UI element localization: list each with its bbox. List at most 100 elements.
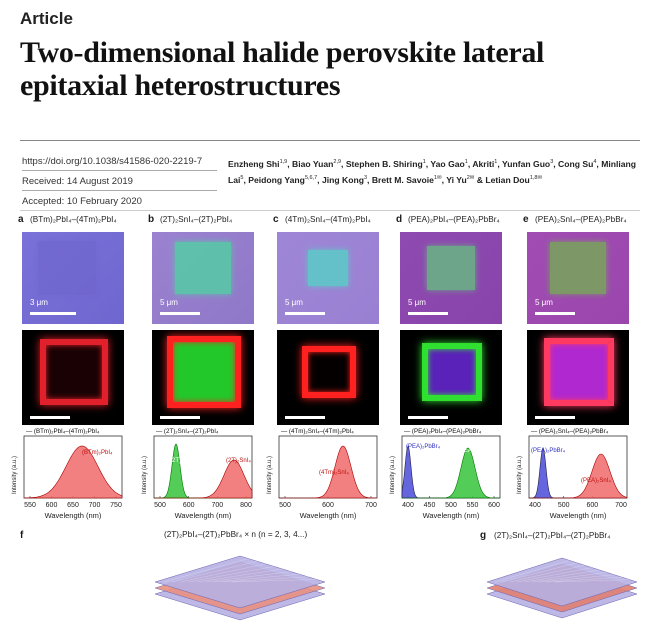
peak-label: (BTm)₂PbI₄ bbox=[82, 450, 113, 456]
scale-bar-label: 5 μm bbox=[160, 298, 178, 307]
y-axis-label: Intensity (a.u.) bbox=[12, 456, 18, 494]
scale-bar bbox=[285, 416, 325, 419]
lattice-line bbox=[539, 574, 615, 583]
y-axis-label: Intensity (a.u.) bbox=[142, 456, 148, 494]
lattice-line bbox=[509, 565, 585, 583]
author-affiliation: 1 bbox=[464, 159, 468, 165]
article-kicker: Article bbox=[20, 9, 73, 28]
author-name[interactable]: Cong Su4 bbox=[558, 158, 597, 169]
author-affiliation: 1,9 bbox=[279, 159, 288, 165]
author-name[interactable]: Brett M. Savoie1✉ bbox=[371, 174, 442, 185]
x-tick-label: 700 bbox=[89, 502, 101, 509]
crystal-domain bbox=[38, 241, 96, 295]
author-name[interactable]: Stephen B. Shiring1 bbox=[345, 158, 426, 169]
legend-entry: — (2T)₂SnI₄–(2T)₂PbI₄ bbox=[156, 428, 219, 435]
author-name[interactable]: Jing Kong3 bbox=[321, 174, 368, 185]
panel-title: (BTm)₂PbI₄–(4Tm)₂PbI₄ bbox=[30, 215, 117, 224]
crystal-domain bbox=[550, 242, 606, 294]
peak-label: (2T)₂PbI₄ bbox=[170, 458, 195, 464]
pl-image bbox=[22, 330, 124, 425]
lattice-layer bbox=[486, 557, 638, 607]
panel-label: f bbox=[20, 530, 24, 541]
author-affiliation: 1 bbox=[422, 159, 426, 165]
x-tick-label: 700 bbox=[211, 502, 223, 509]
figure-rule bbox=[20, 210, 640, 211]
author-affiliation: 1✉ bbox=[433, 174, 442, 181]
pl-image bbox=[400, 330, 502, 425]
author-name[interactable]: Yunfan Guo3 bbox=[501, 158, 554, 169]
pl-spectrum-plot: Intensity (a.u.) Wavelength (nm) 400 500 600… bbox=[517, 428, 628, 520]
author-name[interactable]: Yi Yu2✉ bbox=[446, 174, 475, 185]
optical-micrograph: 5 μm bbox=[527, 232, 629, 324]
panel-title: (2T)₂SnI₄–(2T)₂PbI₄ bbox=[160, 215, 233, 224]
panel-label: b bbox=[148, 214, 155, 225]
x-tick-label: 750 bbox=[110, 502, 122, 509]
optical-micrograph: 5 μm bbox=[400, 232, 502, 324]
legend-entry: — (4Tm)₂SnI₄–(4Tm)₂PbI₄ bbox=[281, 428, 354, 435]
crystal-domain bbox=[175, 242, 231, 294]
legend-entry: — (PEA)₂SnI₄–(PEA)₂PbBr₄ bbox=[531, 428, 609, 435]
lattice-line bbox=[205, 571, 292, 583]
scale-bar bbox=[30, 416, 70, 419]
doi-link[interactable]: https://doi.org/10.1038/s41586-020-2219-… bbox=[22, 156, 203, 167]
pl-emission-ring bbox=[544, 337, 614, 406]
y-axis-label: Intensity (a.u.) bbox=[517, 456, 523, 494]
lattice-line bbox=[222, 576, 309, 583]
peak-label: (2T)₂SnI₄ bbox=[226, 458, 251, 464]
scale-bar bbox=[535, 416, 575, 419]
peak-label: (PEA)₂PbBr₄ bbox=[406, 444, 441, 450]
lattice-line bbox=[197, 568, 283, 583]
x-tick-label: 700 bbox=[615, 502, 627, 509]
optical-micrograph: 5 μm bbox=[277, 232, 379, 324]
scale-bar-label: 5 μm bbox=[285, 298, 303, 307]
panel-title: (PEA)₂SnI₄–(PEA)₂PbBr₄ bbox=[535, 215, 627, 224]
header-rule bbox=[20, 140, 640, 141]
author-affiliation: 4 bbox=[593, 159, 597, 165]
panel-title: (4Tm)₂SnI₄–(4Tm)₂PbI₄ bbox=[285, 215, 371, 224]
author-name[interactable]: Yao Gao1 bbox=[430, 158, 468, 169]
scale-bar bbox=[535, 312, 575, 315]
panel-label: g bbox=[480, 530, 487, 541]
author-name[interactable]: Biao Yuan2,9 bbox=[292, 158, 342, 169]
lattice-line bbox=[531, 572, 608, 583]
x-axis-label: Wavelength (nm) bbox=[300, 511, 357, 520]
emission-peak bbox=[529, 453, 628, 499]
article-title: Two-dimensional halide perovskite latera… bbox=[20, 36, 545, 102]
lattice-line bbox=[163, 558, 249, 583]
peak-label: (PEA)₂SnI₄ bbox=[581, 478, 611, 484]
author-name[interactable]: Minliang Lai5 bbox=[228, 158, 637, 185]
lattice-line bbox=[546, 577, 623, 583]
pl-emission-ring bbox=[167, 335, 241, 408]
author-affiliation: 3 bbox=[550, 159, 554, 165]
author-name[interactable]: Akriti1 bbox=[472, 158, 498, 169]
lattice-schematic bbox=[154, 555, 326, 621]
received-date: Received: 14 August 2019 bbox=[22, 176, 133, 187]
author-affiliation: 2✉ bbox=[466, 174, 475, 181]
x-tick-label: 600 bbox=[46, 502, 58, 509]
author-name[interactable]: Enzheng Shi1,9 bbox=[228, 158, 288, 169]
emission-peak bbox=[402, 447, 501, 499]
x-tick-label: 800 bbox=[240, 502, 252, 509]
lattice-line bbox=[180, 563, 266, 583]
lattice-line bbox=[524, 569, 600, 583]
author-affiliation: 5 bbox=[240, 174, 244, 181]
scale-bar bbox=[408, 416, 448, 419]
lattice-line bbox=[188, 566, 275, 583]
x-tick-label: 400 bbox=[402, 502, 414, 509]
x-tick-label: 500 bbox=[154, 502, 166, 509]
author-name[interactable]: Peidong Yang5,6,7 bbox=[248, 174, 318, 185]
y-axis-label: Intensity (a.u.) bbox=[267, 456, 273, 494]
scale-bar bbox=[160, 312, 200, 315]
author-affiliation: 3 bbox=[363, 174, 368, 181]
pl-spectrum-plot: Intensity (a.u.) Wavelength (nm) 400 450 500… bbox=[390, 428, 501, 520]
scale-bar bbox=[285, 312, 325, 315]
x-tick-label: 550 bbox=[24, 502, 36, 509]
author-list: Enzheng Shi1,9, Biao Yuan2,9, Stephen B.… bbox=[228, 158, 637, 185]
panel-title: (PEA)₂PbI₄–(PEA)₂PbBr₄ bbox=[408, 215, 500, 224]
author-name[interactable]: Letian Dou1,8✉ bbox=[485, 174, 543, 185]
x-tick-label: 550 bbox=[467, 502, 479, 509]
x-tick-label: 650 bbox=[67, 502, 79, 509]
scale-bar-label: 3 μm bbox=[30, 298, 48, 307]
peak-label: (4Tm)₂SnI₄ bbox=[319, 470, 349, 476]
peak-label: (PEA)₂PbI₄ bbox=[458, 448, 488, 454]
